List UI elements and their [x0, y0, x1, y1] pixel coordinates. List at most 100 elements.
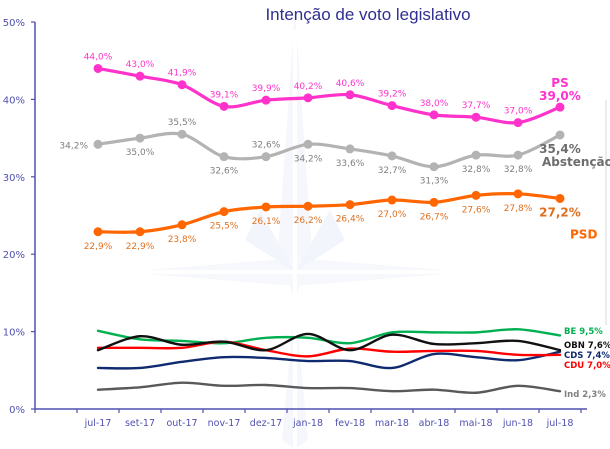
data-label-absten-o: 32,8% — [462, 165, 491, 175]
data-label-absten-o: 32,6% — [210, 167, 239, 177]
series-line-obn — [96, 332, 562, 352]
data-point-absten-o — [429, 162, 439, 172]
data-label-psd: 25,5% — [210, 222, 239, 232]
data-point-absten-o — [471, 150, 481, 160]
end-label-abstencao-name: Abstenção — [542, 155, 610, 169]
data-point-psd — [345, 200, 355, 210]
data-label-psd: 27,0% — [378, 210, 407, 220]
data-point-psd — [219, 207, 229, 217]
data-point-absten-o — [345, 144, 355, 154]
watermark-star-icon — [120, 10, 470, 449]
data-point-ps — [471, 112, 481, 122]
x-tick-label: out-17 — [166, 418, 197, 429]
data-label-psd: 26,2% — [294, 216, 323, 226]
data-point-psd — [513, 189, 523, 199]
data-label-psd: 27,8% — [504, 204, 533, 214]
data-label-ps: 44,0% — [84, 52, 113, 62]
y-tick-label: 0% — [9, 405, 25, 416]
data-point-absten-o — [135, 133, 145, 143]
end-label-cdu: CDU 7,0% — [564, 361, 610, 371]
chart-title: Intenção de voto legislativo — [265, 5, 470, 24]
data-label-ps: 39,2% — [378, 90, 407, 100]
axes: 0% 10% 20% 30% 40% 50% jul-17 set-17 out-17 nov-1… — [3, 18, 587, 429]
series-line-cdu — [96, 340, 562, 358]
data-point-ps — [219, 101, 229, 111]
series-line-cds — [96, 350, 562, 370]
x-tick-label: fev-18 — [335, 418, 365, 429]
data-label-ps: 40,6% — [336, 79, 365, 89]
x-tick-label: mai-18 — [459, 418, 492, 429]
data-point-ps — [303, 93, 313, 103]
data-label-ps: 37,7% — [462, 101, 491, 111]
data-point-psd — [429, 197, 439, 207]
y-tick-label: 40% — [3, 95, 25, 106]
x-tick-label: jul-17 — [84, 418, 112, 429]
data-label-psd: 23,8% — [168, 235, 197, 245]
data-label-ps: 40,2% — [294, 82, 323, 92]
data-label-ps: 43,0% — [126, 60, 155, 70]
series-line-ind — [96, 381, 562, 395]
x-tick-label: jul-18 — [546, 418, 574, 429]
data-point-ps — [513, 118, 523, 128]
x-tick-label: abr-18 — [419, 418, 450, 429]
data-label-ps: 37,0% — [504, 107, 533, 117]
data-label-psd: 26,1% — [252, 217, 281, 227]
x-tick-label: set-17 — [125, 418, 155, 429]
data-point-ps — [93, 63, 103, 73]
end-label-psd-name: PSD — [570, 227, 597, 241]
data-point-absten-o — [93, 139, 103, 149]
end-label-cds: CDS 7,4% — [564, 351, 610, 361]
data-point-psd — [135, 227, 145, 237]
data-label-absten-o: 33,6% — [336, 159, 365, 169]
data-point-psd — [177, 220, 187, 230]
data-point-absten-o — [177, 129, 187, 139]
end-label-abstencao-value: 35,4% — [539, 142, 581, 156]
end-label-ps-value: 39,0% — [539, 89, 581, 103]
end-label-be: BE 9,5% — [564, 327, 603, 337]
data-label-psd: 27,6% — [462, 205, 491, 215]
x-tick-label: mar-18 — [375, 418, 409, 429]
y-tick-label: 10% — [3, 328, 25, 339]
data-point-ps — [177, 80, 187, 90]
data-label-absten-o: 31,3% — [420, 177, 449, 187]
data-point-absten-o — [513, 150, 523, 160]
data-point-ps — [429, 110, 439, 120]
data-label-absten-o: 32,8% — [504, 165, 533, 175]
data-label-psd: 26,7% — [420, 212, 449, 222]
series-layer — [93, 63, 565, 395]
data-label-ps: 38,0% — [420, 99, 449, 109]
end-label-obn: OBN 7,6% — [564, 341, 610, 351]
data-point-psd — [93, 227, 103, 237]
data-point-ps — [555, 102, 565, 112]
data-point-absten-o — [261, 152, 271, 162]
data-label-absten-o: 34,2% — [294, 154, 323, 164]
data-point-ps — [387, 101, 397, 111]
data-label-ps: 39,1% — [210, 90, 239, 100]
x-tick-label: jan-18 — [292, 418, 323, 429]
data-point-absten-o — [387, 151, 397, 161]
data-label-psd: 22,9% — [126, 242, 155, 252]
x-tick-label: nov-17 — [208, 418, 241, 429]
data-point-ps — [345, 90, 355, 100]
data-label-absten-o: 35,5% — [168, 118, 197, 128]
data-point-ps — [261, 95, 271, 105]
series-line-absten-o — [96, 131, 562, 169]
data-point-psd — [387, 195, 397, 205]
data-label-ps: 41,9% — [168, 69, 197, 79]
data-point-psd — [555, 193, 565, 203]
y-tick-label: 50% — [3, 18, 25, 29]
data-point-psd — [303, 201, 313, 211]
data-label-ps: 39,9% — [252, 84, 281, 94]
data-point-ps — [135, 71, 145, 81]
end-label-ps-name: PS — [551, 76, 568, 90]
y-tick-label: 20% — [3, 250, 25, 261]
data-label-absten-o: 32,7% — [378, 166, 407, 176]
data-label-psd: 22,9% — [84, 242, 113, 252]
data-point-psd — [471, 190, 481, 200]
x-tick-label: dez-17 — [250, 418, 282, 429]
data-label-absten-o: 34,2% — [59, 141, 88, 151]
data-label-absten-o: 32,6% — [252, 141, 281, 151]
end-label-psd-value: 27,2% — [539, 205, 581, 219]
data-point-absten-o — [303, 139, 313, 149]
